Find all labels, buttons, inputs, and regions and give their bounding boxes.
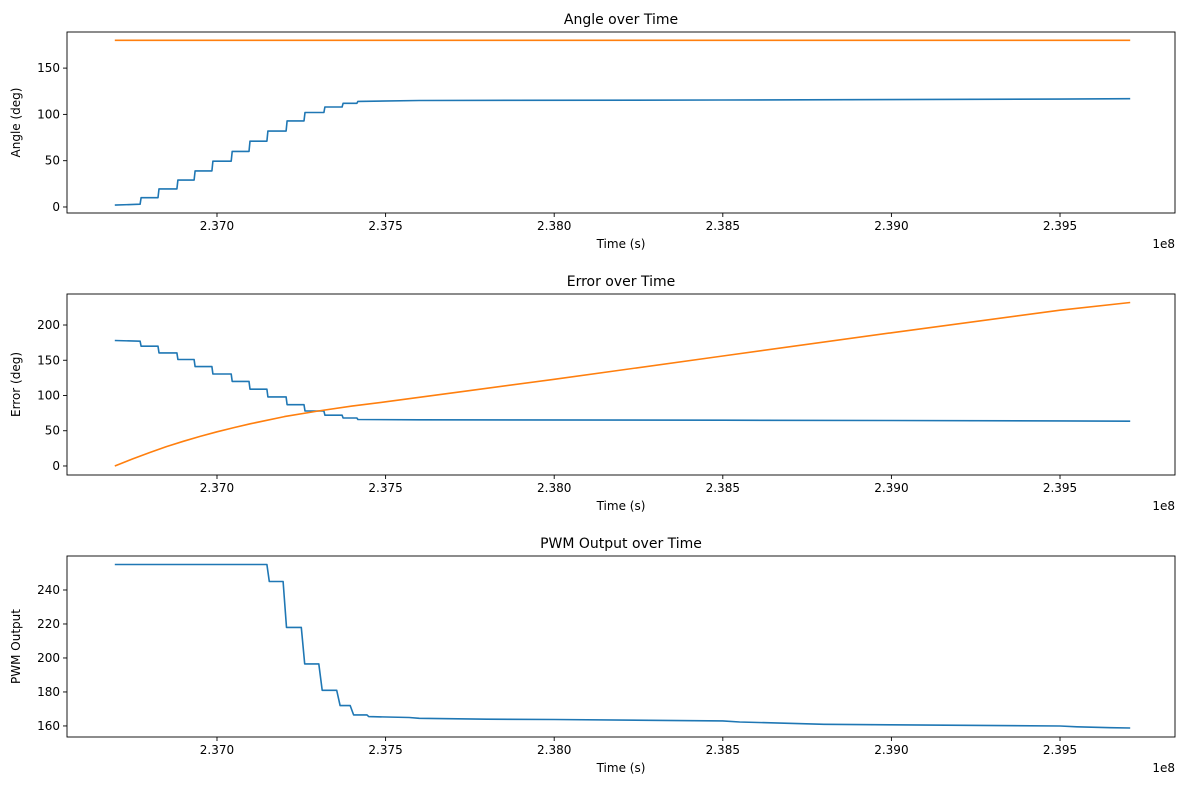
x-tick-label: 2.390 (874, 219, 908, 233)
x-tick-label: 2.380 (537, 219, 571, 233)
y-tick-label: 50 (45, 154, 60, 168)
x-tick-label: 2.380 (537, 481, 571, 495)
subplot-2: Error over Time 2.370 2.375 2.380 2.385 2.390… (9, 274, 1176, 513)
chart-title: PWM Output over Time (540, 536, 702, 552)
y-axis-label: Angle (deg) (9, 88, 23, 158)
x-axis-label: Time (s) (596, 499, 646, 513)
x-tick-label: 2.395 (1043, 481, 1077, 495)
y-axis-label: PWM Output (9, 609, 23, 684)
x-tick-label: 2.390 (874, 743, 908, 757)
subplot-1: Angle over Time 2.370 2.375 2.380 2.385 2.390… (9, 12, 1176, 251)
y-tick-label: 150 (37, 353, 60, 367)
series-line-pwm (114, 563, 1131, 729)
x-offset-label: 1e8 (1152, 237, 1175, 251)
chart-title: Angle over Time (564, 12, 678, 28)
y-tick-label: 0 (52, 459, 60, 473)
x-axis-label: Time (s) (596, 761, 646, 775)
x-tick-label: 2.380 (537, 743, 571, 757)
y-tick-label: 100 (37, 107, 60, 121)
x-tick-label: 2.370 (200, 743, 234, 757)
series-line-error (114, 339, 1131, 422)
y-tick-label: 50 (45, 424, 60, 438)
y-tick-label: 200 (37, 318, 60, 332)
subplot-3: PWM Output over Time 2.370 2.375 2.380 2.385… (9, 536, 1176, 775)
y-axis-label: Error (deg) (9, 352, 23, 417)
y-tick-label: 160 (37, 719, 60, 733)
x-tick-label: 2.385 (706, 743, 740, 757)
chart-title: Error over Time (567, 274, 676, 290)
x-tick-label: 2.370 (200, 219, 234, 233)
series-line-angle (114, 97, 1131, 206)
x-tick-label: 2.395 (1043, 219, 1077, 233)
y-tick-label: 150 (37, 61, 60, 75)
x-axis-label: Time (s) (596, 237, 646, 251)
x-tick-label: 2.390 (874, 481, 908, 495)
x-tick-label: 2.385 (706, 481, 740, 495)
x-tick-label: 2.375 (368, 219, 402, 233)
axes-frame (66, 31, 1176, 214)
x-tick-label: 2.375 (368, 743, 402, 757)
axes-frame (66, 293, 1176, 476)
x-tick-label: 2.370 (200, 481, 234, 495)
y-tick-label: 180 (37, 685, 60, 699)
x-tick-label: 2.385 (706, 219, 740, 233)
y-tick-label: 100 (37, 388, 60, 402)
x-offset-label: 1e8 (1152, 761, 1175, 775)
x-tick-label: 2.375 (368, 481, 402, 495)
x-offset-label: 1e8 (1152, 499, 1175, 513)
series-line-integral (114, 301, 1131, 467)
y-tick-label: 0 (52, 200, 60, 214)
y-tick-label: 200 (37, 651, 60, 665)
y-tick-label: 220 (37, 617, 60, 631)
y-tick-label: 240 (37, 583, 60, 597)
axes-frame (66, 555, 1176, 738)
x-tick-label: 2.395 (1043, 743, 1077, 757)
